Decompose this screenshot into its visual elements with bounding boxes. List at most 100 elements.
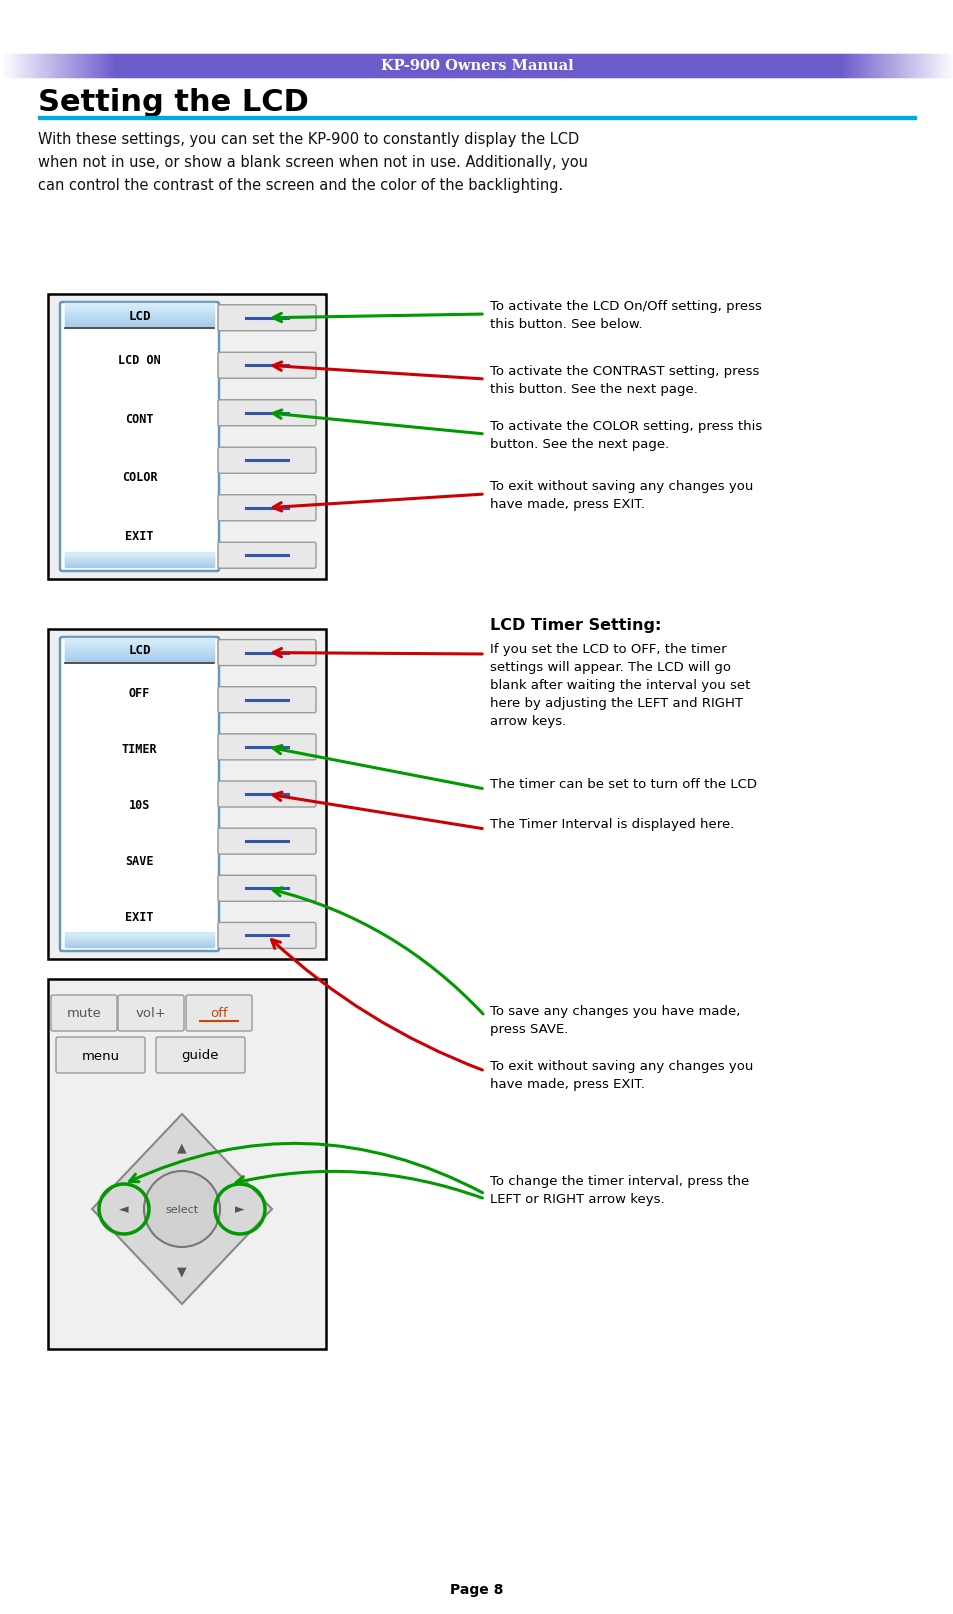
- Text: LCD: LCD: [128, 644, 151, 657]
- Bar: [934, 55, 938, 77]
- FancyBboxPatch shape: [60, 638, 219, 951]
- Bar: [540, 55, 544, 77]
- Bar: [65, 944, 213, 947]
- FancyBboxPatch shape: [218, 353, 315, 379]
- Bar: [65, 657, 213, 660]
- Bar: [683, 55, 687, 77]
- Bar: [133, 55, 137, 77]
- FancyBboxPatch shape: [219, 876, 315, 901]
- Bar: [305, 55, 309, 77]
- Bar: [188, 55, 192, 77]
- Bar: [394, 55, 398, 77]
- Bar: [213, 55, 217, 77]
- Bar: [889, 55, 894, 77]
- Text: To save any changes you have made,
press SAVE.: To save any changes you have made, press…: [490, 1004, 740, 1035]
- Bar: [788, 55, 792, 77]
- Bar: [143, 55, 147, 77]
- Bar: [279, 55, 284, 77]
- Bar: [765, 55, 770, 77]
- FancyBboxPatch shape: [218, 923, 315, 949]
- Bar: [820, 55, 823, 77]
- Bar: [70, 55, 74, 77]
- Bar: [73, 55, 77, 77]
- Bar: [131, 55, 134, 77]
- Bar: [867, 55, 871, 77]
- Bar: [559, 55, 563, 77]
- Bar: [858, 55, 862, 77]
- Bar: [222, 55, 227, 77]
- Bar: [448, 55, 452, 77]
- Bar: [181, 55, 185, 77]
- Bar: [572, 55, 576, 77]
- Bar: [632, 55, 637, 77]
- Bar: [617, 55, 620, 77]
- FancyBboxPatch shape: [219, 307, 315, 329]
- Bar: [219, 55, 223, 77]
- Bar: [200, 55, 204, 77]
- Bar: [915, 55, 919, 77]
- Bar: [65, 324, 213, 326]
- Bar: [65, 563, 213, 567]
- Bar: [445, 55, 449, 77]
- Bar: [407, 55, 411, 77]
- Bar: [65, 552, 213, 555]
- Text: Page 8: Page 8: [450, 1582, 503, 1596]
- Bar: [581, 55, 585, 77]
- Bar: [312, 55, 315, 77]
- Bar: [721, 55, 725, 77]
- Bar: [226, 55, 230, 77]
- Bar: [626, 55, 630, 77]
- Bar: [489, 55, 494, 77]
- Bar: [483, 55, 487, 77]
- Bar: [216, 55, 220, 77]
- Bar: [359, 55, 363, 77]
- Bar: [35, 55, 39, 77]
- Bar: [724, 55, 728, 77]
- Text: TIMER: TIMER: [122, 742, 157, 755]
- Bar: [65, 644, 213, 647]
- Bar: [924, 55, 928, 77]
- Bar: [331, 55, 335, 77]
- Bar: [679, 55, 684, 77]
- Bar: [699, 55, 703, 77]
- Bar: [677, 55, 680, 77]
- Bar: [841, 55, 846, 77]
- Bar: [855, 55, 859, 77]
- Bar: [508, 55, 513, 77]
- Bar: [413, 55, 417, 77]
- FancyBboxPatch shape: [219, 734, 315, 759]
- Bar: [64, 55, 68, 77]
- Bar: [286, 55, 290, 77]
- Bar: [48, 629, 326, 959]
- FancyBboxPatch shape: [218, 449, 315, 475]
- Bar: [65, 312, 213, 315]
- Bar: [832, 55, 837, 77]
- Circle shape: [144, 1172, 220, 1248]
- Bar: [591, 55, 595, 77]
- Bar: [65, 936, 213, 939]
- Bar: [65, 654, 213, 657]
- FancyBboxPatch shape: [219, 353, 315, 378]
- Bar: [124, 55, 128, 77]
- FancyBboxPatch shape: [60, 303, 219, 571]
- Bar: [127, 55, 132, 77]
- Bar: [65, 649, 213, 652]
- Bar: [150, 55, 153, 77]
- Bar: [65, 313, 213, 316]
- Bar: [610, 55, 614, 77]
- Bar: [658, 55, 661, 77]
- Bar: [98, 55, 103, 77]
- Bar: [908, 55, 913, 77]
- FancyBboxPatch shape: [56, 1038, 145, 1073]
- Bar: [48, 55, 51, 77]
- Bar: [400, 55, 404, 77]
- Bar: [886, 55, 890, 77]
- Bar: [629, 55, 633, 77]
- Bar: [3, 55, 8, 77]
- Bar: [65, 939, 213, 943]
- Bar: [922, 55, 925, 77]
- Bar: [274, 55, 277, 77]
- Bar: [178, 55, 182, 77]
- Bar: [486, 55, 490, 77]
- Bar: [362, 55, 366, 77]
